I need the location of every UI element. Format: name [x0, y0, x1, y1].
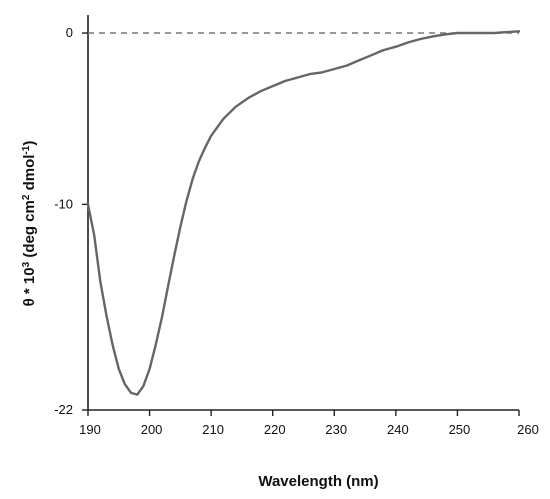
y-tick-label: -22 [54, 402, 73, 417]
y-tick-group: 0 -10 -22 [54, 25, 88, 417]
x-tick-label: 200 [141, 422, 163, 437]
x-tick-group: 190 200 210 220 230 240 250 260 [79, 410, 539, 437]
x-axis-title: Wavelength (nm) [258, 473, 378, 490]
x-tick-label: 260 [517, 422, 539, 437]
y-tick-label: 0 [66, 25, 73, 40]
cd-spectrum-line [86, 30, 521, 396]
x-tick-label: 210 [202, 422, 224, 437]
y-title-superscript: 3 [21, 261, 32, 267]
x-tick-label: 250 [449, 422, 471, 437]
x-tick-label: 240 [387, 422, 409, 437]
y-title-text: dmol [21, 155, 38, 195]
x-tick-label: 220 [264, 422, 286, 437]
axes-group [87, 15, 519, 411]
y-title-text: θ * 10 [21, 267, 38, 306]
y-title-superscript: 2 [21, 194, 32, 200]
y-title-superscript: -1 [21, 145, 32, 154]
y-tick-label: -10 [54, 196, 73, 211]
y-title-text: (deg cm [21, 200, 38, 262]
x-tick-label: 230 [325, 422, 347, 437]
x-tick-label: 190 [79, 422, 101, 437]
y-title-text: ) [21, 141, 38, 146]
y-axis-title: θ * 103 (deg cm2 dmol-1) [21, 141, 39, 307]
